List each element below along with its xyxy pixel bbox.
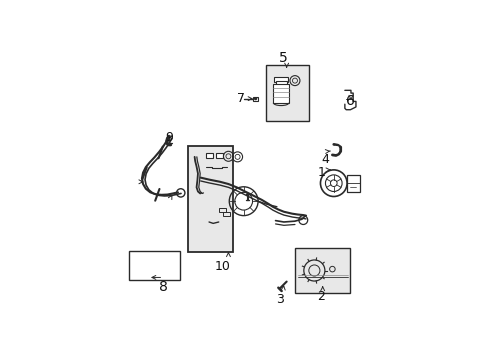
Text: 4: 4: [321, 153, 329, 166]
Text: 8: 8: [159, 280, 167, 294]
Bar: [128, 251, 180, 280]
Text: 3: 3: [275, 293, 283, 306]
Text: 6: 6: [345, 94, 354, 108]
Bar: [346, 175, 359, 192]
Bar: [223, 212, 229, 216]
Bar: [275, 81, 286, 85]
Bar: [253, 97, 257, 100]
Bar: [265, 66, 308, 121]
Bar: [216, 153, 223, 158]
Bar: [206, 153, 213, 158]
Bar: [188, 146, 232, 252]
Text: 9: 9: [164, 131, 172, 144]
Text: 10: 10: [215, 260, 230, 273]
Bar: [273, 84, 288, 103]
Circle shape: [253, 97, 257, 100]
Bar: [274, 77, 287, 82]
Text: 1: 1: [317, 166, 325, 179]
Bar: [218, 208, 225, 212]
Text: 7: 7: [236, 92, 244, 105]
Text: 2: 2: [317, 290, 325, 303]
Text: 5: 5: [278, 51, 287, 66]
Bar: [294, 248, 350, 293]
